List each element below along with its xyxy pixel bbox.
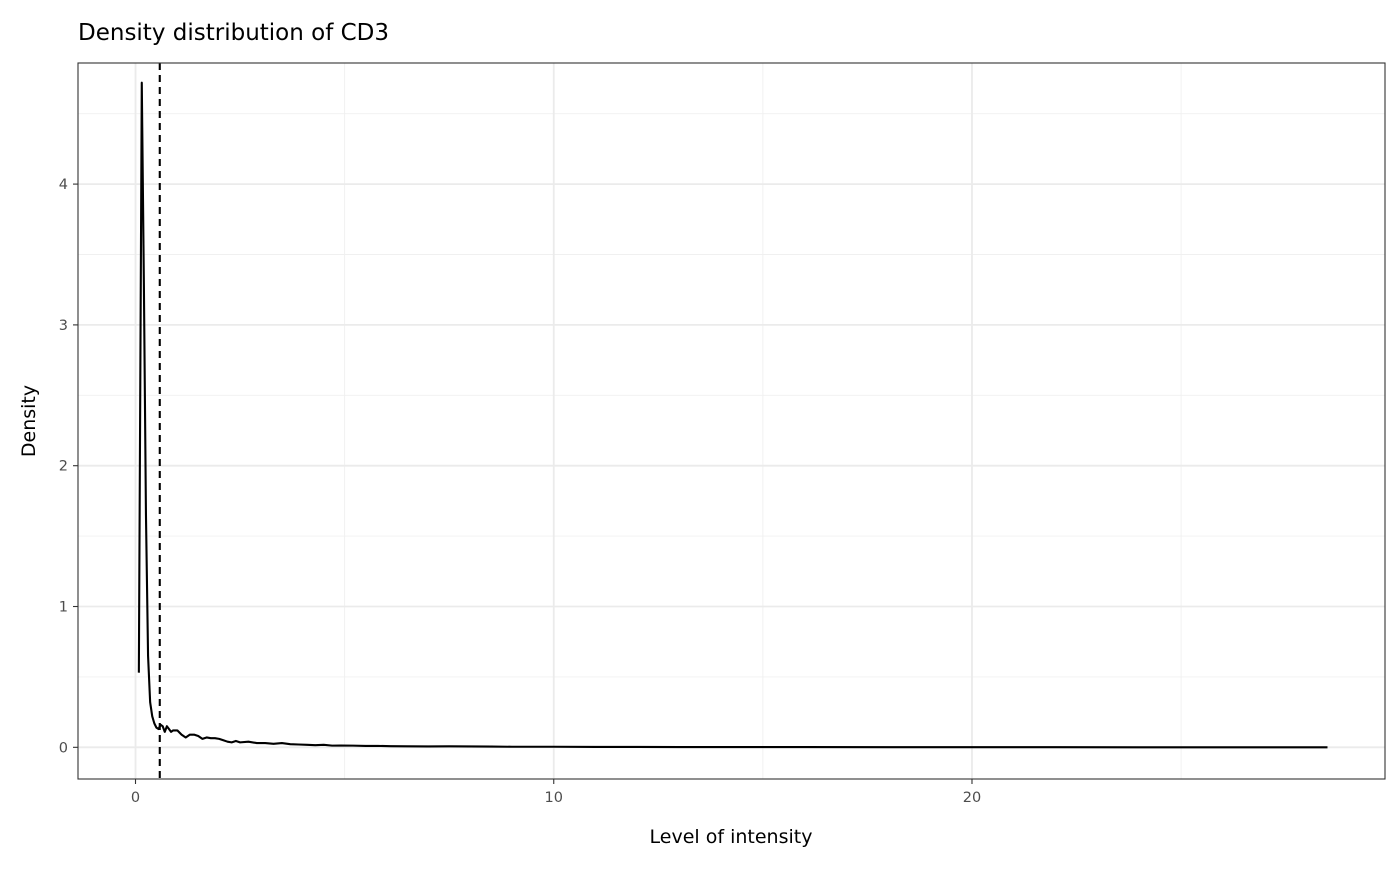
y-tick-label: 2 [59,459,68,475]
plot-panel [78,63,1385,779]
y-tick-label: 1 [59,600,68,616]
y-tick-label: 4 [59,177,68,193]
minor-gridlines [78,63,1385,779]
x-tick-label: 10 [545,790,563,806]
x-axis-title: Level of intensity [650,826,813,848]
x-tick-label: 0 [131,790,140,806]
x-tick-label: 20 [963,790,981,806]
plot-panel-border [77,62,1386,780]
chart-title: Density distribution of CD3 [78,20,389,46]
y-axis: 0 1 2 3 4 [59,177,78,756]
density-line [137,81,1328,749]
x-axis: 0 10 20 [131,779,981,806]
y-tick-label: 3 [59,318,68,334]
series-layer [137,81,1328,749]
y-axis-title: Density [18,385,40,457]
y-tick-label: 0 [59,740,68,756]
